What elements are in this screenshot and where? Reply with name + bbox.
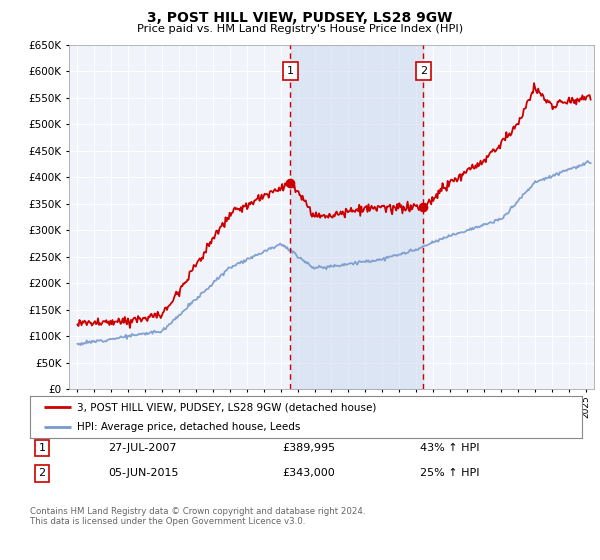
Text: HPI: Average price, detached house, Leeds: HPI: Average price, detached house, Leed… xyxy=(77,422,300,432)
Text: Price paid vs. HM Land Registry's House Price Index (HPI): Price paid vs. HM Land Registry's House … xyxy=(137,24,463,34)
Text: 1: 1 xyxy=(38,443,46,453)
Text: 3, POST HILL VIEW, PUDSEY, LS28 9GW (detached house): 3, POST HILL VIEW, PUDSEY, LS28 9GW (det… xyxy=(77,402,376,412)
Text: 2: 2 xyxy=(420,66,427,76)
Text: 27-JUL-2007: 27-JUL-2007 xyxy=(108,443,176,453)
Text: £343,000: £343,000 xyxy=(282,468,335,478)
Text: Contains HM Land Registry data © Crown copyright and database right 2024.
This d: Contains HM Land Registry data © Crown c… xyxy=(30,507,365,526)
Text: 43% ↑ HPI: 43% ↑ HPI xyxy=(420,443,479,453)
Text: 05-JUN-2015: 05-JUN-2015 xyxy=(108,468,179,478)
Text: £389,995: £389,995 xyxy=(282,443,335,453)
Text: 3, POST HILL VIEW, PUDSEY, LS28 9GW: 3, POST HILL VIEW, PUDSEY, LS28 9GW xyxy=(148,11,452,25)
Text: 2: 2 xyxy=(38,468,46,478)
Text: 1: 1 xyxy=(287,66,294,76)
Text: 25% ↑ HPI: 25% ↑ HPI xyxy=(420,468,479,478)
